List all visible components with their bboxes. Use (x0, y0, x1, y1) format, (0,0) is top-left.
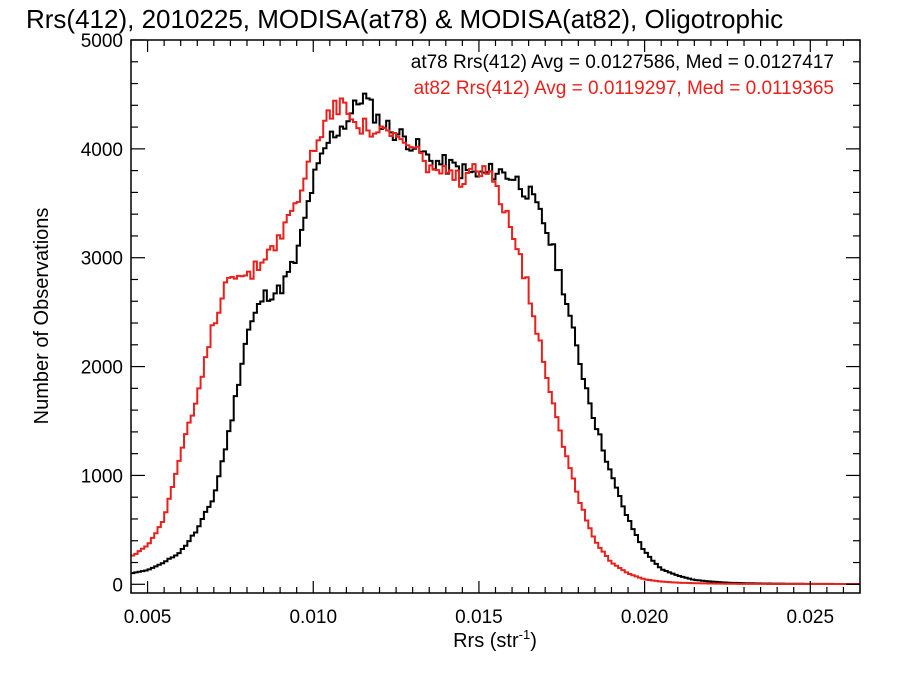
y-axis-label: Number of Observations (31, 208, 53, 425)
legend-entry-at82: at82 Rrs(412) Avg = 0.0119297, Med = 0.0… (414, 78, 834, 99)
y-tick-label: 1000 (81, 466, 123, 487)
x-tick-label: 0.020 (621, 607, 669, 628)
x-tick-label: 0.010 (289, 607, 337, 628)
y-tick-label: 0 (112, 575, 123, 596)
x-tick-label: 0.025 (787, 607, 835, 628)
series-line-at78 (131, 92, 860, 585)
y-tick-label: 4000 (81, 140, 123, 161)
x-tick-label: 0.005 (124, 607, 172, 628)
y-tick-label: 5000 (81, 31, 123, 52)
chart-title: Rrs(412), 2010225, MODISA(at78) & MODISA… (26, 4, 783, 34)
series-line-at82 (131, 97, 860, 585)
x-axis-label-close: ) (530, 630, 537, 652)
legend-entry-at78: at78 Rrs(412) Avg = 0.0127586, Med = 0.0… (411, 52, 834, 73)
plot-frame (130, 39, 861, 594)
legend: at78 Rrs(412) Avg = 0.0127586, Med = 0.0… (411, 52, 834, 99)
x-tick-label: 0.015 (455, 607, 503, 628)
x-axis-label: Rrs (str-1) (453, 627, 537, 652)
x-axis: 0.005 0.010 0.015 0.020 0.025 (124, 40, 861, 628)
series-layer (131, 92, 860, 585)
y-tick-label: 2000 (81, 358, 123, 379)
y-tick-label: 3000 (81, 249, 123, 270)
y-axis: 0 1000 2000 3000 4000 5000 (81, 31, 860, 596)
x-axis-label-superscript: -1 (519, 627, 531, 642)
x-axis-label-text: Rrs (str (453, 630, 519, 652)
